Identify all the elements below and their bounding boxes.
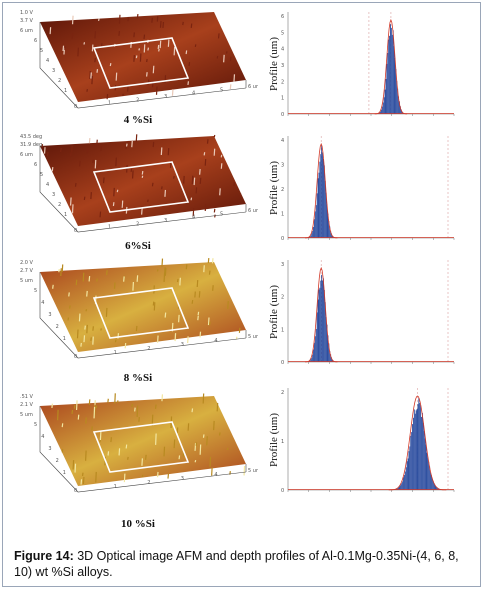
- afm-axis-tick: 3: [164, 94, 167, 100]
- hist-y-tick: 4: [281, 138, 284, 144]
- afm-axis-tick: 2: [56, 458, 59, 464]
- afm-axis-tick: 3: [164, 218, 167, 224]
- hist-y-tick: 1: [281, 327, 284, 333]
- afm-axis-tick: 4: [192, 215, 195, 221]
- afm-side-label: 6 um: [20, 28, 33, 34]
- panel-label-4: 10 %Si: [121, 518, 155, 530]
- afm-z-label: 1.0 V: [20, 10, 34, 16]
- hist-y-tick: 1: [281, 212, 284, 218]
- afm-side-label: 5 um: [20, 412, 33, 418]
- afm-axis-tick: 3: [181, 476, 184, 482]
- afm-axis-tick: 2: [147, 346, 150, 352]
- afm-axis-tick: 3: [48, 446, 51, 452]
- afm-axis-tick: 3: [181, 342, 184, 348]
- afm-side-label: 5 um: [20, 278, 33, 284]
- afm-axis-tick: 1: [108, 225, 111, 231]
- afm-axis-tick: 1: [108, 101, 111, 107]
- afm-axis-tick: 5: [220, 87, 223, 93]
- afm-z-label: 2.0 V: [20, 260, 34, 266]
- hist-y-tick: 4: [281, 47, 284, 53]
- afm-z-label: 2.1 V: [20, 402, 34, 408]
- depth-profile-4: 2 1 0: [268, 382, 458, 502]
- panel-label-1: 4 %Si: [123, 114, 153, 126]
- afm-axis-tick: 0: [74, 488, 77, 494]
- hist-y-tick: 0: [281, 488, 284, 494]
- hist-y-tick: 6: [281, 14, 284, 20]
- hist-y-tick: 1: [281, 439, 284, 445]
- panel-label-3: 8 %Si: [123, 372, 153, 384]
- afm-axis-tick: 4: [192, 91, 195, 97]
- hist-y-label-1: Profile (um): [268, 36, 280, 92]
- afm-axis-tick: 2: [56, 324, 59, 330]
- afm-axis-tick: 1: [63, 470, 66, 476]
- afm-axis-tick: 3: [48, 312, 51, 318]
- afm-axis-tick: 6: [34, 162, 37, 168]
- caption-text: 3D Optical image AFM and depth profiles …: [14, 549, 459, 579]
- afm-axis-tick: 6 um: [248, 84, 258, 90]
- depth-profile-3: 3 2 1 0: [268, 254, 458, 374]
- hist-y-tick: 3: [281, 262, 284, 268]
- afm-axis-tick: 5: [40, 48, 43, 54]
- afm-axis-tick: 2: [136, 221, 139, 227]
- afm-axis-tick: 5: [34, 422, 37, 428]
- hist-y-label-3: Profile (um): [268, 284, 280, 340]
- afm-axis-tick: 1: [63, 336, 66, 342]
- afm-axis-tick: 4: [46, 58, 49, 64]
- hist-y-tick: 3: [281, 63, 284, 69]
- afm-axis-tick: 3: [52, 68, 55, 74]
- hist-y-tick: 1: [281, 96, 284, 102]
- afm-axis-tick: 0: [74, 228, 77, 234]
- hist-y-tick: 3: [281, 163, 284, 169]
- hist-y-tick: 0: [281, 112, 284, 118]
- afm-axis-tick: 5 um: [248, 468, 258, 474]
- afm-axis-tick: 1: [114, 484, 117, 490]
- afm-axis-tick: 4: [41, 300, 44, 306]
- afm-z-label: 31.9 deg: [20, 142, 42, 148]
- hist-y-tick: 2: [281, 79, 284, 85]
- afm-z-label: 2.7 V: [20, 268, 34, 274]
- hist-y-tick: 0: [281, 360, 284, 366]
- afm-axis-tick: 2: [58, 78, 61, 84]
- afm-axis-tick: 5: [220, 211, 223, 217]
- afm-axis-tick: 5 um: [248, 334, 258, 340]
- afm-axis-tick: 1: [64, 212, 67, 218]
- afm-axis-tick: 5: [34, 288, 37, 294]
- depth-profile-2: 4 3 2 1 0: [268, 130, 458, 250]
- afm-axis-tick: 4: [214, 472, 217, 478]
- hist-y-tick: 0: [281, 236, 284, 242]
- afm-axis-tick: 4: [46, 182, 49, 188]
- afm-axis-tick: 0: [74, 354, 77, 360]
- hist-y-tick: 2: [281, 390, 284, 396]
- afm-axis-tick: 4: [41, 434, 44, 440]
- afm-side-label: 6 um: [20, 152, 33, 158]
- afm-axis-tick: 6: [34, 38, 37, 44]
- caption-label: Figure 14:: [14, 549, 74, 563]
- depth-profile-1: 6 5 4 3 2 1 0: [268, 6, 458, 126]
- afm-axis-tick: 0: [74, 104, 77, 110]
- afm-axis-tick: 6 um: [248, 208, 258, 214]
- afm-axis-tick: 2: [136, 97, 139, 103]
- hist-y-label-4: Profile (um): [268, 412, 280, 468]
- afm-axis-tick: 3: [52, 192, 55, 198]
- hist-y-tick: 5: [281, 30, 284, 36]
- afm-axis-tick: 2: [147, 480, 150, 486]
- figure-caption: Figure 14: 3D Optical image AFM and dept…: [14, 548, 469, 580]
- hist-y-tick: 2: [281, 187, 284, 193]
- panel-label-2: 6%Si: [125, 240, 151, 252]
- afm-axis-tick: 1: [64, 88, 67, 94]
- afm-axis-tick: 2: [58, 202, 61, 208]
- hist-y-tick: 2: [281, 295, 284, 301]
- hist-y-label-2: Profile (um): [268, 160, 280, 216]
- afm-axis-tick: 5: [40, 172, 43, 178]
- afm-axis-tick: 4: [214, 338, 217, 344]
- afm-z-label: .51 V: [20, 394, 34, 400]
- afm-z-label: 3.7 V: [20, 18, 34, 24]
- afm-z-label: 43.5 deg: [20, 134, 42, 140]
- afm-axis-tick: 1: [114, 350, 117, 356]
